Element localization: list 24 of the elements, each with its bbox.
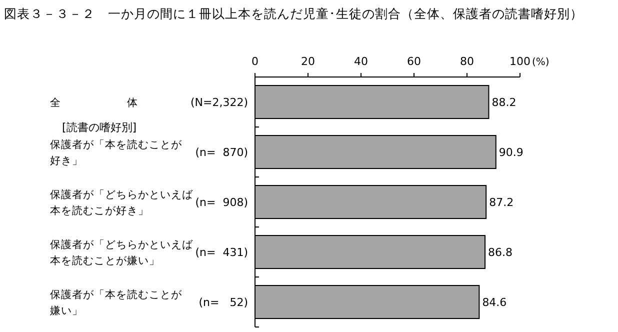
x-tick-label: 80 — [460, 55, 474, 68]
y-tick-label: 保護者が「どちらかといえば本を読むことが嫌い」 — [50, 238, 194, 267]
text: (N=2,322) — [190, 96, 248, 109]
data-label: 86.8 — [488, 246, 513, 259]
x-tick-label: 60 — [407, 55, 421, 68]
text: (n= 52) — [198, 296, 248, 309]
x-tick-label: 0 — [252, 55, 258, 68]
data-label: 87.2 — [489, 196, 514, 209]
text: [読書の嗜好別] — [62, 121, 137, 134]
x-axis-title: (%) — [532, 57, 550, 68]
y-tick-label: 保護者が「本を読むことが好き」 — [50, 138, 183, 167]
x-tick-label: 20 — [301, 55, 315, 68]
text: (n= 870) — [195, 146, 248, 159]
y-tick-label: 全 体 — [50, 97, 138, 109]
y-tick-label: 保護者が「どちらかといえば本を読むこが好き」 — [50, 188, 194, 217]
chart-title: 図表３－３－２ 一か月の間に１冊以上本を読んだ児童･生徒の割合（全体、保護者の読書嗜好別） — [4, 6, 583, 21]
text: (n= 908) — [195, 196, 248, 209]
data-label: 84.6 — [482, 296, 507, 309]
data-label: 88.2 — [492, 96, 516, 109]
x-tick-label: 40 — [354, 55, 368, 68]
x-tick-label: 100 — [510, 55, 530, 68]
y-tick-label: 保護者が「本を読むことが嫌い」 — [50, 288, 183, 317]
data-label: 90.9 — [498, 146, 524, 159]
text: (n= 431) — [195, 246, 248, 259]
